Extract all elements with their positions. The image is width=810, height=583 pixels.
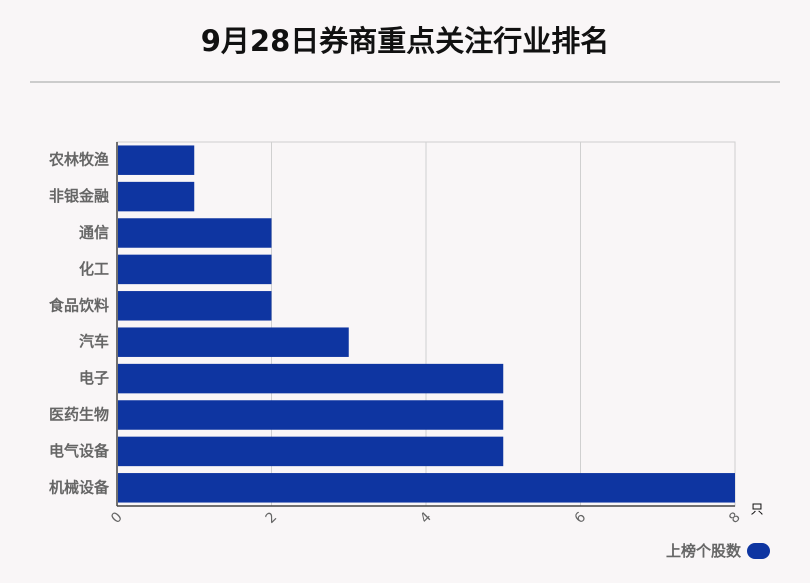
y-category-label: 电子 — [79, 369, 109, 387]
bar — [118, 327, 349, 357]
bar — [118, 363, 504, 394]
y-category-label: 机械设备 — [49, 478, 110, 496]
x-unit-label: 只 — [750, 503, 763, 518]
title-divider — [30, 81, 780, 83]
legend-swatch[interactable] — [747, 542, 770, 559]
bar — [118, 291, 272, 321]
y-category-label: 非银金融 — [49, 187, 109, 205]
x-tick-label: 6 — [572, 509, 590, 527]
legend[interactable]: 上榜个股数 — [666, 540, 770, 561]
x-tick-label: 0 — [108, 509, 126, 527]
bar — [118, 254, 272, 285]
x-tick-label: 4 — [417, 509, 435, 527]
y-category-label: 医药生物 — [49, 406, 109, 424]
bar — [118, 145, 195, 175]
y-category-label: 通信 — [79, 224, 109, 242]
bar — [118, 473, 735, 503]
x-tick-label: 2 — [263, 509, 281, 527]
y-category-label: 电气设备 — [49, 442, 110, 460]
chart-title: 9月28日券商重点关注行业排名 — [200, 24, 610, 58]
bar — [118, 436, 504, 467]
y-category-label: 农林牧渔 — [48, 151, 109, 169]
y-category-label: 汽车 — [79, 333, 109, 351]
bar — [118, 218, 272, 248]
y-category-label: 食品饮料 — [49, 296, 109, 314]
x-tick-label: 8 — [726, 509, 744, 527]
bar — [118, 181, 195, 212]
legend-label: 上榜个股数 — [665, 542, 741, 560]
bar — [118, 400, 504, 430]
y-category-label: 化工 — [79, 260, 109, 278]
